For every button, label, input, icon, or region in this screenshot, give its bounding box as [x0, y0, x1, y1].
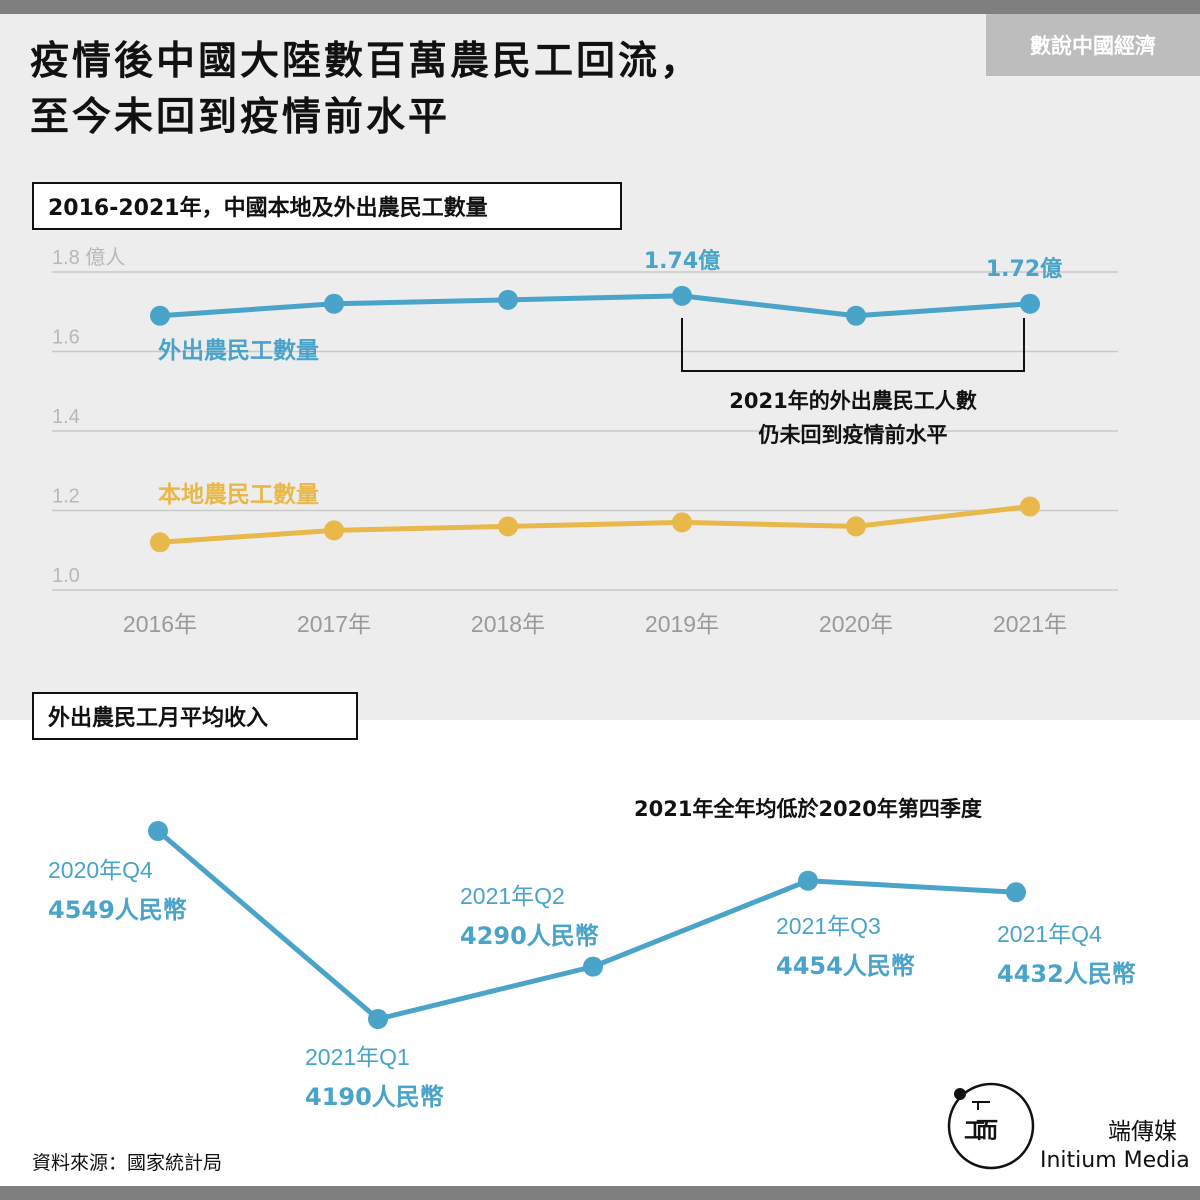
annotation-bracket — [681, 318, 1025, 372]
brand-tag: 數說中國經濟 — [986, 14, 1200, 76]
data-label: 1.72億 — [986, 256, 1062, 282]
series-line — [159, 504, 1031, 545]
initium-logo-icon: 工 而 — [947, 1082, 1035, 1170]
y-tick-label: 1.4 — [52, 406, 80, 428]
data-point — [672, 285, 692, 306]
data-point — [150, 305, 170, 326]
brand-name-chinese: 端傳媒 — [1108, 1119, 1177, 1145]
period-label: 2021年Q4 — [997, 921, 1102, 947]
headline-line-2: 至今未回到疫情前水平 — [30, 95, 451, 140]
income-point — [148, 821, 168, 841]
value-label: 4454人民幣 — [776, 952, 915, 980]
x-tick-label: 2021年 — [993, 611, 1067, 637]
x-tick-label: 2018年 — [471, 611, 545, 637]
value-label: 4549人民幣 — [48, 896, 187, 924]
data-point — [672, 512, 692, 533]
svg-text:工: 工 — [964, 1118, 986, 1144]
svg-text:而: 而 — [976, 1118, 998, 1144]
x-tick-label: 2017年 — [297, 611, 371, 637]
y-tick-label: 1.0 — [52, 565, 80, 587]
chart1-title: 2016-2021年，中國本地及外出農民工數量 — [32, 182, 622, 230]
period-label: 2021年Q3 — [776, 913, 881, 939]
data-point — [846, 516, 866, 537]
chart-panel-background — [0, 14, 1200, 720]
top-border-bar — [0, 0, 1200, 14]
data-point — [498, 516, 518, 537]
headline-line-1: 疫情後中國大陸數百萬農民工回流， — [30, 39, 703, 84]
data-point — [324, 293, 344, 314]
series-label: 本地農民工數量 — [158, 482, 319, 508]
brand-name-english: Initium Media — [1040, 1148, 1190, 1173]
income-line — [156, 829, 1017, 1022]
value-label: 4290人民幣 — [460, 922, 599, 950]
data-label: 1.74億 — [644, 248, 720, 274]
data-source: 資料來源：國家統計局 — [32, 1152, 223, 1174]
period-label: 2021年Q2 — [460, 883, 565, 909]
data-point — [150, 532, 170, 553]
data-point — [324, 520, 344, 541]
value-label: 4190人民幣 — [305, 1083, 444, 1111]
x-tick-label: 2019年 — [645, 611, 719, 637]
x-tick-label: 2016年 — [123, 611, 197, 637]
data-point — [846, 305, 866, 326]
y-tick-label: 1.2 — [52, 486, 80, 508]
annotation-text: 仍未回到疫情前水平 — [759, 423, 948, 447]
workers-count-chart: 1.0 1.2 1.4 1.6 1.8 億人 2016年 2017年 2018年 2019年 20… — [52, 246, 1118, 637]
income-point — [368, 1009, 388, 1029]
income-annotation: 2021年全年均低於2020年第四季度 — [634, 797, 982, 821]
data-point — [498, 289, 518, 310]
y-tick-label: 1.6 — [52, 327, 80, 349]
bottom-border-bar — [0, 1186, 1200, 1200]
value-label: 4432人民幣 — [997, 960, 1136, 988]
x-tick-label: 2020年 — [819, 611, 893, 637]
period-label: 2021年Q1 — [305, 1044, 410, 1070]
y-tick-label: 1.8 億人 — [52, 246, 125, 269]
period-label: 2020年Q4 — [48, 857, 153, 883]
chart2-title: 外出農民工月平均收入 — [32, 692, 358, 740]
series-label: 外出農民工數量 — [158, 337, 319, 364]
annotation-text: 2021年的外出農民工人數 — [729, 389, 976, 413]
income-point — [798, 870, 818, 891]
data-point — [1020, 293, 1040, 314]
income-point — [583, 956, 603, 977]
income-point — [1006, 882, 1026, 903]
series-line — [159, 293, 1031, 319]
data-point — [1020, 496, 1040, 517]
